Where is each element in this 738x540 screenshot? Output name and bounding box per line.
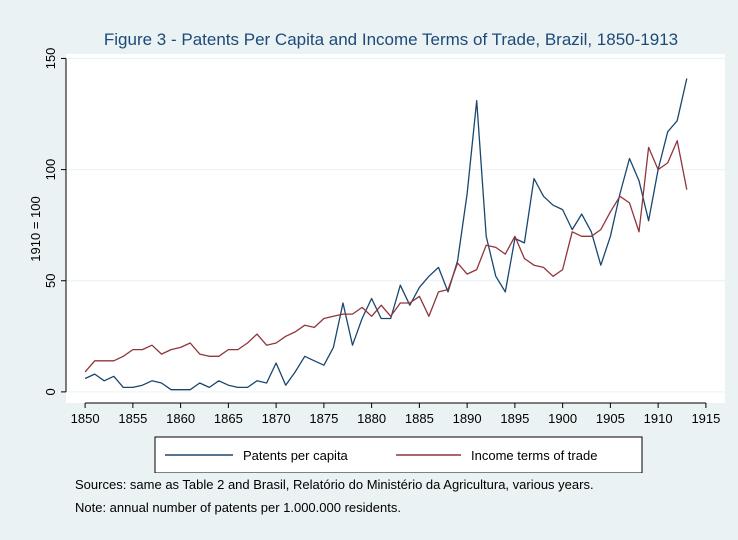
legend-label-1: Patents per capita (243, 448, 349, 463)
x-tick-label: 1860 (166, 411, 195, 426)
chart-frame: Figure 3 - Patents Per Capita and Income… (3, 3, 733, 535)
y-tick-label: 0 (43, 388, 58, 395)
legend-label-2: Income terms of trade (471, 448, 597, 463)
x-tick-label: 1890 (453, 411, 482, 426)
x-tick-label: 1900 (548, 411, 577, 426)
chart-title: Figure 3 - Patents Per Capita and Income… (104, 30, 678, 49)
x-tick-label: 1855 (118, 411, 147, 426)
y-tick-label: 50 (43, 274, 58, 288)
x-tick-label: 1870 (262, 411, 291, 426)
y-tick-label: 100 (43, 159, 58, 181)
x-tick-label: 1865 (214, 411, 243, 426)
x-tick-label: 1895 (500, 411, 529, 426)
chart: Figure 3 - Patents Per Capita and Income… (3, 3, 733, 473)
legend: Patents per capita Income terms of trade (155, 437, 642, 473)
x-tick-label: 1875 (309, 411, 338, 426)
x-tick-label: 1885 (405, 411, 434, 426)
x-tick-label: 1915 (691, 411, 720, 426)
x-tick-label: 1910 (644, 411, 673, 426)
y-tick-label: 150 (43, 48, 58, 70)
x-tick-label: 1905 (596, 411, 625, 426)
footnote: Note: annual number of patents per 1.000… (75, 500, 401, 515)
sources-note: Sources: same as Table 2 and Brasil, Rel… (75, 477, 594, 492)
x-tick-label: 1850 (71, 411, 100, 426)
x-tick-label: 1880 (357, 411, 386, 426)
y-axis-label: 1910 = 100 (28, 196, 43, 261)
plot-area (66, 54, 725, 403)
